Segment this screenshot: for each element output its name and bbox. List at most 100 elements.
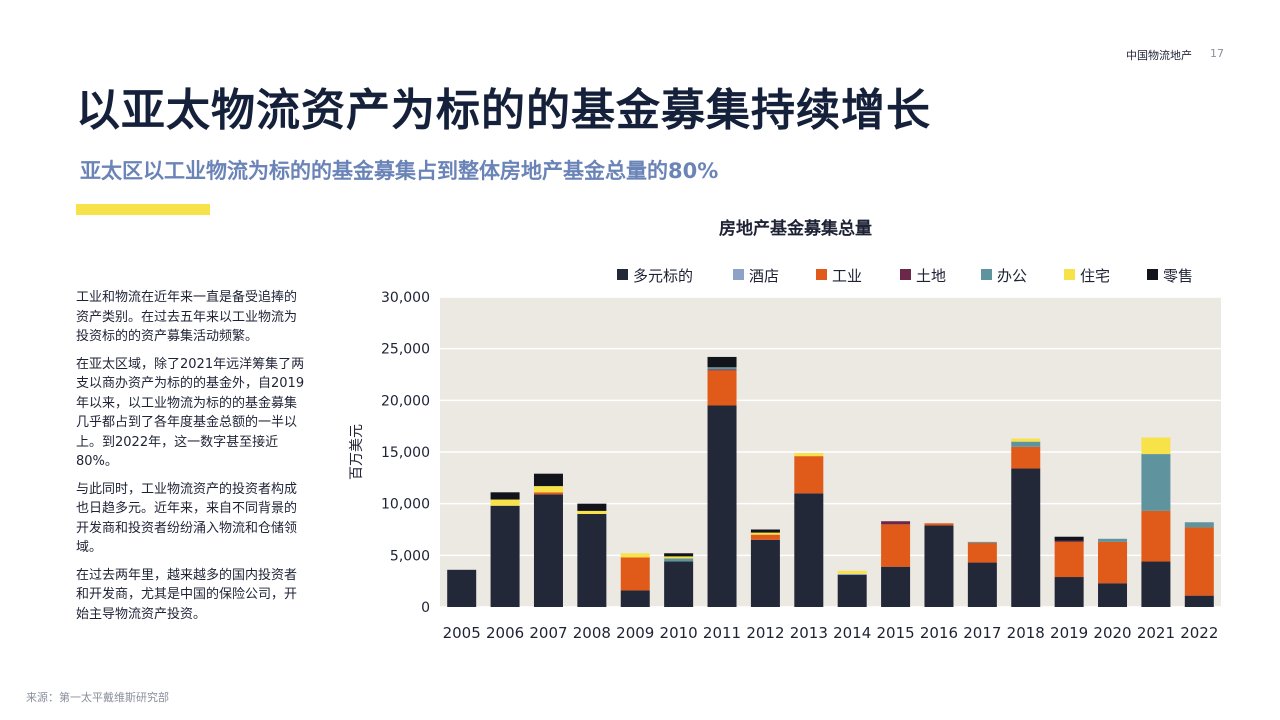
bar-segment <box>1184 527 1214 596</box>
legend-label: 办公 <box>997 267 1027 285</box>
x-tick-label: 2005 <box>443 624 481 642</box>
legend-label: 工业 <box>832 267 862 285</box>
y-tick-label: 0 <box>421 600 430 616</box>
x-tick-label: 2017 <box>963 624 1001 642</box>
bar-segment <box>1011 468 1041 607</box>
x-tick-label: 2015 <box>876 624 914 642</box>
source-note: 来源：第一太平戴维斯研究部 <box>26 691 169 704</box>
bar-segment <box>707 356 737 368</box>
bar-segment <box>1098 538 1128 542</box>
bar-segment <box>707 367 737 370</box>
page-number: 17 <box>1210 47 1224 60</box>
paragraph: 在亚太区域，除了2021年远洋筹集了两支以商办资产为标的的基金外，自2019年以… <box>76 356 305 470</box>
bar-segment <box>1184 522 1214 528</box>
bar-segment <box>577 514 607 607</box>
bar-segment <box>750 534 780 540</box>
bar-segment <box>1141 454 1171 511</box>
bar-segment <box>664 558 694 562</box>
header-brand: 中国物流地产 <box>1126 49 1192 62</box>
bar-segment <box>447 569 477 607</box>
bar-segment <box>1054 540 1084 542</box>
bar-segment <box>1054 541 1084 578</box>
bar-segment <box>837 574 867 607</box>
bar-segment <box>794 453 824 457</box>
x-tick-label: 2016 <box>920 624 958 642</box>
bar-segment <box>620 553 650 558</box>
chart-title: 房地产基金募集总量 <box>719 218 872 239</box>
legend-swatch <box>1064 269 1075 280</box>
bar-segment <box>967 541 997 543</box>
bar-segment <box>924 525 954 607</box>
bar-segment <box>490 492 520 500</box>
y-tick-label: 15,000 <box>381 445 430 461</box>
bar-segment <box>1184 595 1214 607</box>
bar-segment <box>664 561 694 607</box>
x-tick-label: 2013 <box>790 624 828 642</box>
bar-segment <box>794 456 824 494</box>
bar-segment <box>1141 510 1171 562</box>
bar-segment <box>490 499 520 506</box>
legend-swatch <box>816 269 827 280</box>
y-axis-label: 百万美元 <box>349 424 365 480</box>
bar-segment <box>1141 561 1171 607</box>
bar-segment <box>924 523 954 526</box>
legend-label: 住宅 <box>1080 267 1110 285</box>
bar-segment <box>750 539 780 607</box>
bar-segment <box>1098 583 1128 607</box>
x-tick-label: 2014 <box>833 624 871 642</box>
legend-label: 多元标的 <box>633 267 693 285</box>
x-tick-label: 2008 <box>573 624 611 642</box>
y-tick-label: 30,000 <box>381 290 430 306</box>
bar-segment <box>881 521 911 525</box>
bar-segment <box>577 503 607 511</box>
body-text: 工业和物流在近年来一直是备受追捧的资产类别。在过去五年来以工业物流为投资标的的资… <box>76 288 308 632</box>
x-tick-label: 2022 <box>1180 624 1218 642</box>
bar-segment <box>881 566 911 607</box>
bar-segment <box>1054 577 1084 607</box>
x-tick-label: 2007 <box>529 624 567 642</box>
bar-segment <box>794 493 824 607</box>
bar-segment <box>707 405 737 607</box>
bar-segment <box>750 532 780 535</box>
legend-swatch <box>733 269 744 280</box>
legend-swatch <box>617 269 628 280</box>
x-tick-label: 2020 <box>1093 624 1131 642</box>
x-tick-label: 2018 <box>1007 624 1045 642</box>
x-tick-label: 2011 <box>703 624 741 642</box>
bar-segment <box>1011 438 1041 442</box>
bar-segment <box>533 494 563 607</box>
legend-label: 土地 <box>916 267 946 285</box>
bar-segment <box>707 370 737 406</box>
y-tick-label: 5,000 <box>390 548 430 564</box>
bar-segment <box>1011 446 1041 469</box>
bar-segment <box>1011 441 1041 447</box>
x-tick-label: 2012 <box>746 624 784 642</box>
bar-segment <box>533 492 563 495</box>
bar-segment <box>881 524 911 567</box>
bar-segment <box>620 557 650 591</box>
legend-swatch <box>900 269 911 280</box>
bar-segment <box>533 473 563 487</box>
paragraph: 在过去两年里，越来越多的国内投资者和开发商，尤其是中国的保险公司，开始主导物流资… <box>76 567 298 622</box>
x-tick-label: 2006 <box>486 624 524 642</box>
paragraph: 与此同时，工业物流资产的投资者构成也日趋多元。近年来，来自不同背景的开发商和投资… <box>76 481 298 556</box>
bar-segment <box>1098 541 1128 584</box>
bar-segment <box>837 573 867 575</box>
page-title: 以亚太物流资产为标的的基金募集持续增长 <box>76 85 931 136</box>
y-tick-label: 20,000 <box>381 393 430 409</box>
bar-segment <box>533 486 563 493</box>
bar-segment <box>664 556 694 559</box>
paragraph: 工业和物流在近年来一直是备受追捧的资产类别。在过去五年来以工业物流为投资标的的资… <box>76 290 298 344</box>
y-tick-label: 25,000 <box>381 342 430 358</box>
bar-segment <box>664 553 694 557</box>
x-tick-label: 2010 <box>660 624 698 642</box>
bar-segment <box>620 590 650 607</box>
x-tick-label: 2019 <box>1050 624 1088 642</box>
legend-label: 零售 <box>1163 267 1193 285</box>
bar-segment <box>1141 437 1171 455</box>
legend-label: 酒店 <box>749 267 779 285</box>
bar-segment <box>577 510 607 514</box>
x-tick-label: 2009 <box>616 624 654 642</box>
bar-segment <box>490 505 520 607</box>
bar-segment <box>967 562 997 607</box>
